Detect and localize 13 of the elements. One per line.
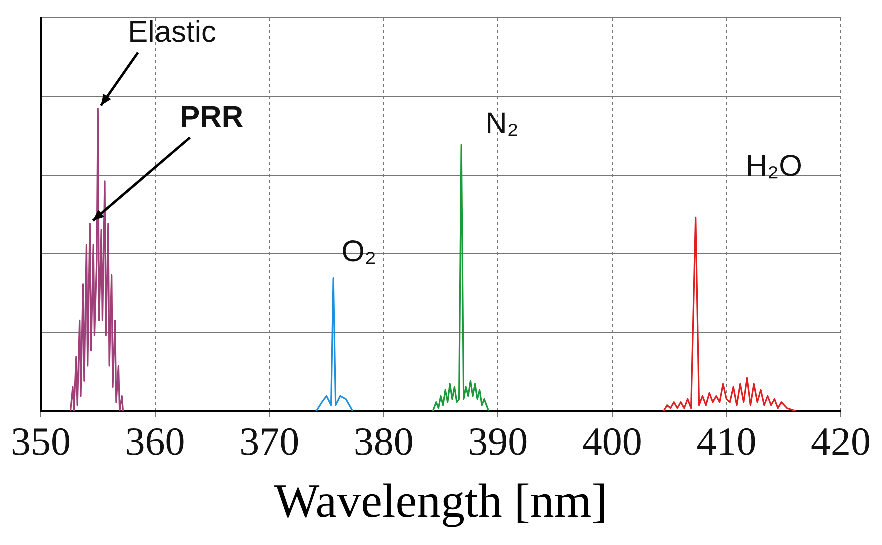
x-tick-label: 410 — [696, 418, 757, 464]
x-tick-label: 380 — [354, 418, 414, 464]
annotation: PRR — [180, 101, 244, 134]
annotation: N₂ — [486, 107, 519, 140]
x-tick-label: 350 — [11, 418, 71, 464]
annotation: Elastic — [128, 16, 216, 50]
x-axis-title: Wavelength [nm] — [274, 474, 608, 528]
x-tick-label: 370 — [240, 418, 300, 464]
x-tick-label: 400 — [582, 418, 642, 464]
x-tick-label: 420 — [811, 418, 871, 464]
x-tick-label: 390 — [468, 418, 528, 464]
annotation: H₂O — [746, 150, 803, 183]
x-tick-label: 360 — [125, 418, 186, 464]
